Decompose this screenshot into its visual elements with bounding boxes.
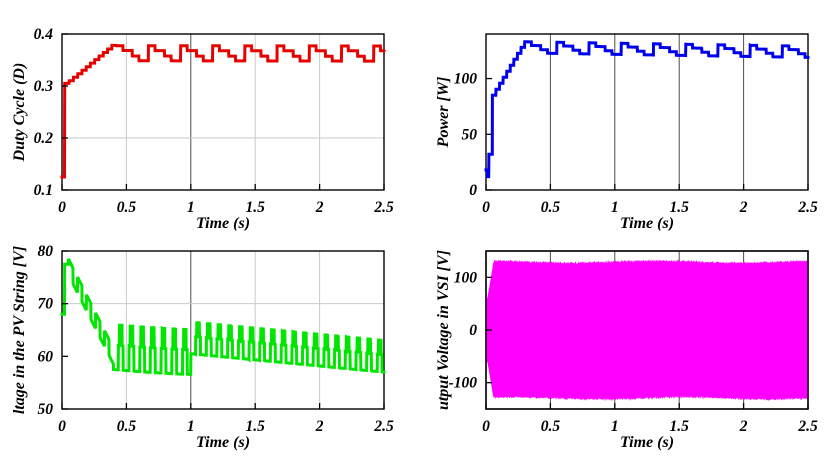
svg-text:utput Voltage in VSI [V]: utput Voltage in VSI [V] <box>435 250 452 410</box>
svg-text:0.5: 0.5 <box>541 418 561 435</box>
svg-text:ltage in the PV String [V]: ltage in the PV String [V] <box>11 246 28 414</box>
svg-text:2: 2 <box>739 199 748 216</box>
svg-text:2.5: 2.5 <box>373 199 394 216</box>
svg-text:0.1: 0.1 <box>34 182 53 199</box>
svg-text:2.5: 2.5 <box>797 199 818 216</box>
svg-text:Time (s): Time (s) <box>196 215 250 232</box>
svg-text:0.5: 0.5 <box>541 199 561 216</box>
svg-text:100: 100 <box>454 71 478 88</box>
svg-text:60: 60 <box>38 348 54 365</box>
svg-text:50: 50 <box>38 401 54 418</box>
svg-text:1: 1 <box>187 199 195 216</box>
svg-text:0: 0 <box>482 199 490 216</box>
svg-text:-100: -100 <box>449 375 478 392</box>
svg-text:2.5: 2.5 <box>373 418 394 435</box>
svg-text:2: 2 <box>315 418 324 435</box>
svg-text:80: 80 <box>38 243 54 260</box>
svg-text:0: 0 <box>58 199 66 216</box>
svg-text:Time (s): Time (s) <box>620 215 674 232</box>
svg-text:1: 1 <box>187 418 195 435</box>
svg-text:0.2: 0.2 <box>34 130 54 147</box>
svg-text:1.5: 1.5 <box>670 199 690 216</box>
svg-text:70: 70 <box>38 296 54 313</box>
svg-text:0.4: 0.4 <box>34 26 54 43</box>
svg-text:2: 2 <box>739 418 748 435</box>
svg-text:Duty Cycle (D): Duty Cycle (D) <box>11 63 28 163</box>
svg-text:1.5: 1.5 <box>246 199 266 216</box>
svg-text:1.5: 1.5 <box>670 418 690 435</box>
svg-text:Power [W]: Power [W] <box>435 77 452 149</box>
svg-text:0: 0 <box>469 182 477 199</box>
svg-text:0.3: 0.3 <box>34 78 54 95</box>
svg-text:100: 100 <box>454 269 478 286</box>
svg-text:2.5: 2.5 <box>797 418 818 435</box>
svg-text:2: 2 <box>315 199 324 216</box>
svg-text:0: 0 <box>482 418 490 435</box>
svg-text:Time (s): Time (s) <box>196 434 250 451</box>
svg-text:0: 0 <box>469 322 477 339</box>
svg-text:Time (s): Time (s) <box>620 434 674 451</box>
svg-text:0: 0 <box>58 418 66 435</box>
svg-text:50: 50 <box>462 126 478 143</box>
svg-text:0.5: 0.5 <box>117 418 137 435</box>
svg-text:1: 1 <box>611 199 619 216</box>
svg-text:0.5: 0.5 <box>117 199 137 216</box>
svg-text:1: 1 <box>611 418 619 435</box>
svg-text:1.5: 1.5 <box>246 418 266 435</box>
